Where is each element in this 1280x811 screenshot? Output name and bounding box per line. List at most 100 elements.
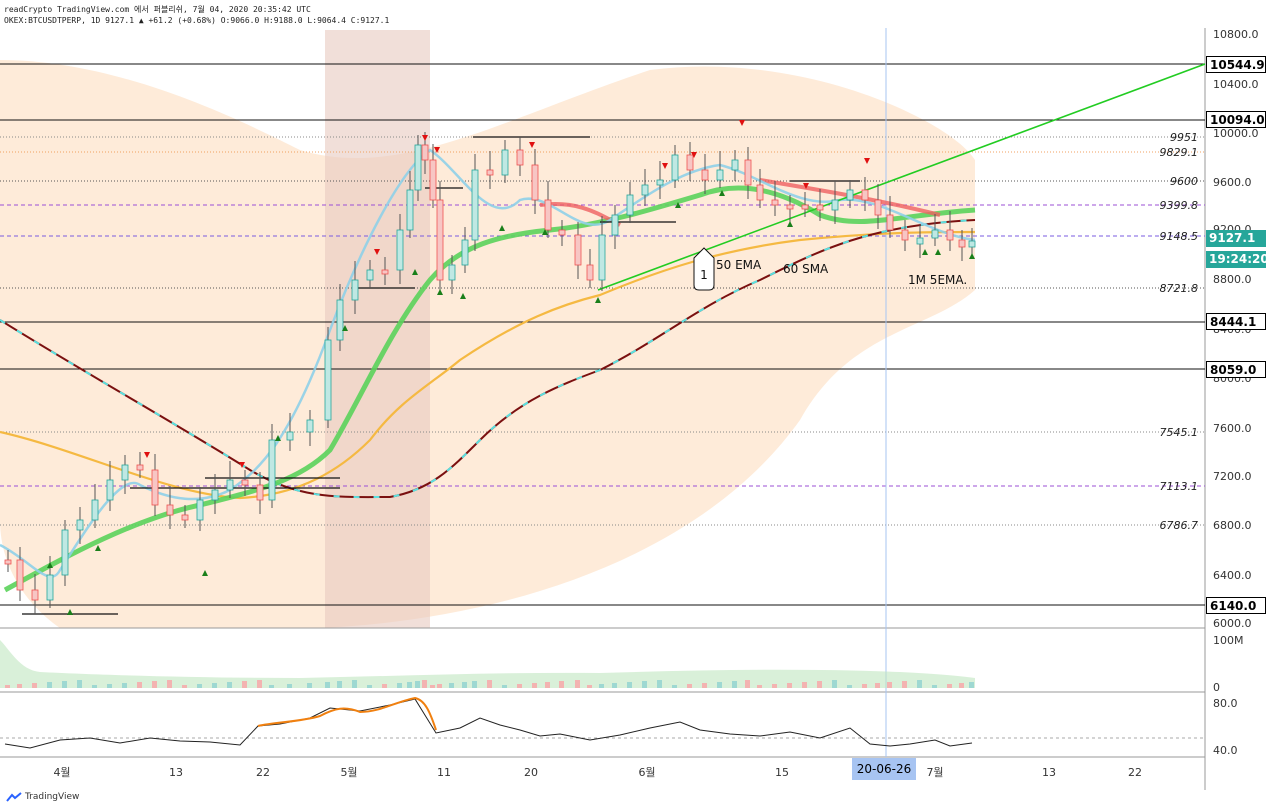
volume-bar [122,683,127,688]
candle-body [31,589,39,601]
last-price-tag: 9127.1 [1206,230,1266,247]
time-tick: 4월 [53,766,70,779]
volume-bar [969,682,974,688]
candle-body [181,514,189,521]
buy-signal-icon [922,249,928,255]
candle-body [916,237,924,245]
time-axis[interactable]: 4월 13 22 5월 11 20 6월 15 7월 13 22 [53,766,1142,779]
volume-bar [472,681,477,688]
buy-signal-icon [342,325,348,331]
volume-bar [407,682,412,688]
price-tick: 6400.0 [1213,569,1252,582]
candle-body [671,154,679,181]
callout-number: 1 [700,268,708,282]
volume-bar [92,685,97,688]
level-label-8721: 8721.8 [1160,282,1199,295]
candle-body [544,199,552,231]
candle-body [166,504,174,516]
volume-bar [212,683,217,688]
annotation-callout[interactable]: 1 [693,247,715,291]
volume-bar [422,680,427,688]
candle-body [429,159,437,201]
candle-body [501,149,509,176]
volume-bar [462,682,467,688]
price-tick: 7600.0 [1213,422,1252,435]
volume-bar [382,684,387,688]
sell-signal-icon [864,158,870,164]
volume-bar [167,680,172,688]
volume-bar [137,682,142,688]
candle-body [531,164,539,201]
label-50-ema: 50 EMA [716,258,762,272]
volume-bar [959,683,964,688]
sell-signal-icon [803,183,809,189]
time-tick: 11 [437,766,451,779]
label-60-sma: 60 SMA [783,262,829,276]
volume-bar [487,680,492,688]
level-tag-8059: 8059.0 [1206,361,1266,378]
buy-signal-icon [67,609,73,615]
candle-body [226,479,234,491]
candle-body [256,484,264,501]
candle-body [686,154,694,171]
level-label-7113: 7113.1 [1160,480,1199,493]
volume-bar [702,683,707,688]
candle-body [136,464,144,471]
time-tick: 22 [1128,766,1142,779]
level-label-9399: 9399.8 [1160,199,1199,212]
volume-bar [687,684,692,688]
volume-bar [902,681,907,688]
candle-body [656,179,664,186]
volume-bar [832,680,837,688]
level-label-7545: 7545.1 [1160,426,1199,439]
buy-signal-icon [499,225,505,231]
sell-signal-icon [691,152,697,158]
level-label-6786: 6786.7 [1160,519,1199,532]
candle-body [268,439,276,501]
volume-bar [5,685,10,688]
buy-signal-icon [437,289,443,295]
candle-body [471,169,479,241]
candle-body [351,279,359,301]
time-tick: 22 [256,766,270,779]
level-tag-10094: 10094.0 [1206,111,1266,128]
volume-bar [152,681,157,688]
volume-bar [337,681,342,688]
volume-bar [932,685,937,688]
candle-body [968,240,976,248]
signal-markers [47,120,975,615]
volume-bar [397,683,402,688]
volume-bar [947,684,952,688]
volume-bar [847,685,852,688]
candle-body [286,431,294,441]
crosshair-date-tag: 20-06-26 [852,758,916,780]
candle-body [381,269,389,275]
candle-body [756,184,764,201]
tradingview-logo[interactable]: TradingView [6,792,79,802]
volume-bar [802,682,807,688]
level-label-9951: 9951 [1170,131,1198,144]
time-tick: 20 [524,766,538,779]
candle-body [414,144,422,191]
logo-text: TradingView [25,792,80,802]
candle-body [61,529,69,576]
time-tick: 7월 [926,766,943,779]
rsi-overbought-segment [257,696,437,731]
price-tick: 7200.0 [1213,470,1252,483]
buy-signal-icon [275,435,281,441]
volume-bar [307,683,312,688]
volume-bar [599,684,604,688]
candlesticks [4,132,976,614]
price-tick: 6800.0 [1213,519,1252,532]
buy-signal-icon [935,249,941,255]
price-tick: 10400.0 [1213,78,1259,91]
volume-bar [17,684,22,688]
volume-bar [325,682,330,688]
sell-signal-icon [529,142,535,148]
volume-bar [745,680,750,688]
sell-signal-icon [374,249,380,255]
volume-bar [257,680,262,688]
candle-body [4,559,12,565]
price-axis[interactable]: 10800.0 10400.0 10000.0 9600.0 9200.0 88… [1213,28,1259,630]
